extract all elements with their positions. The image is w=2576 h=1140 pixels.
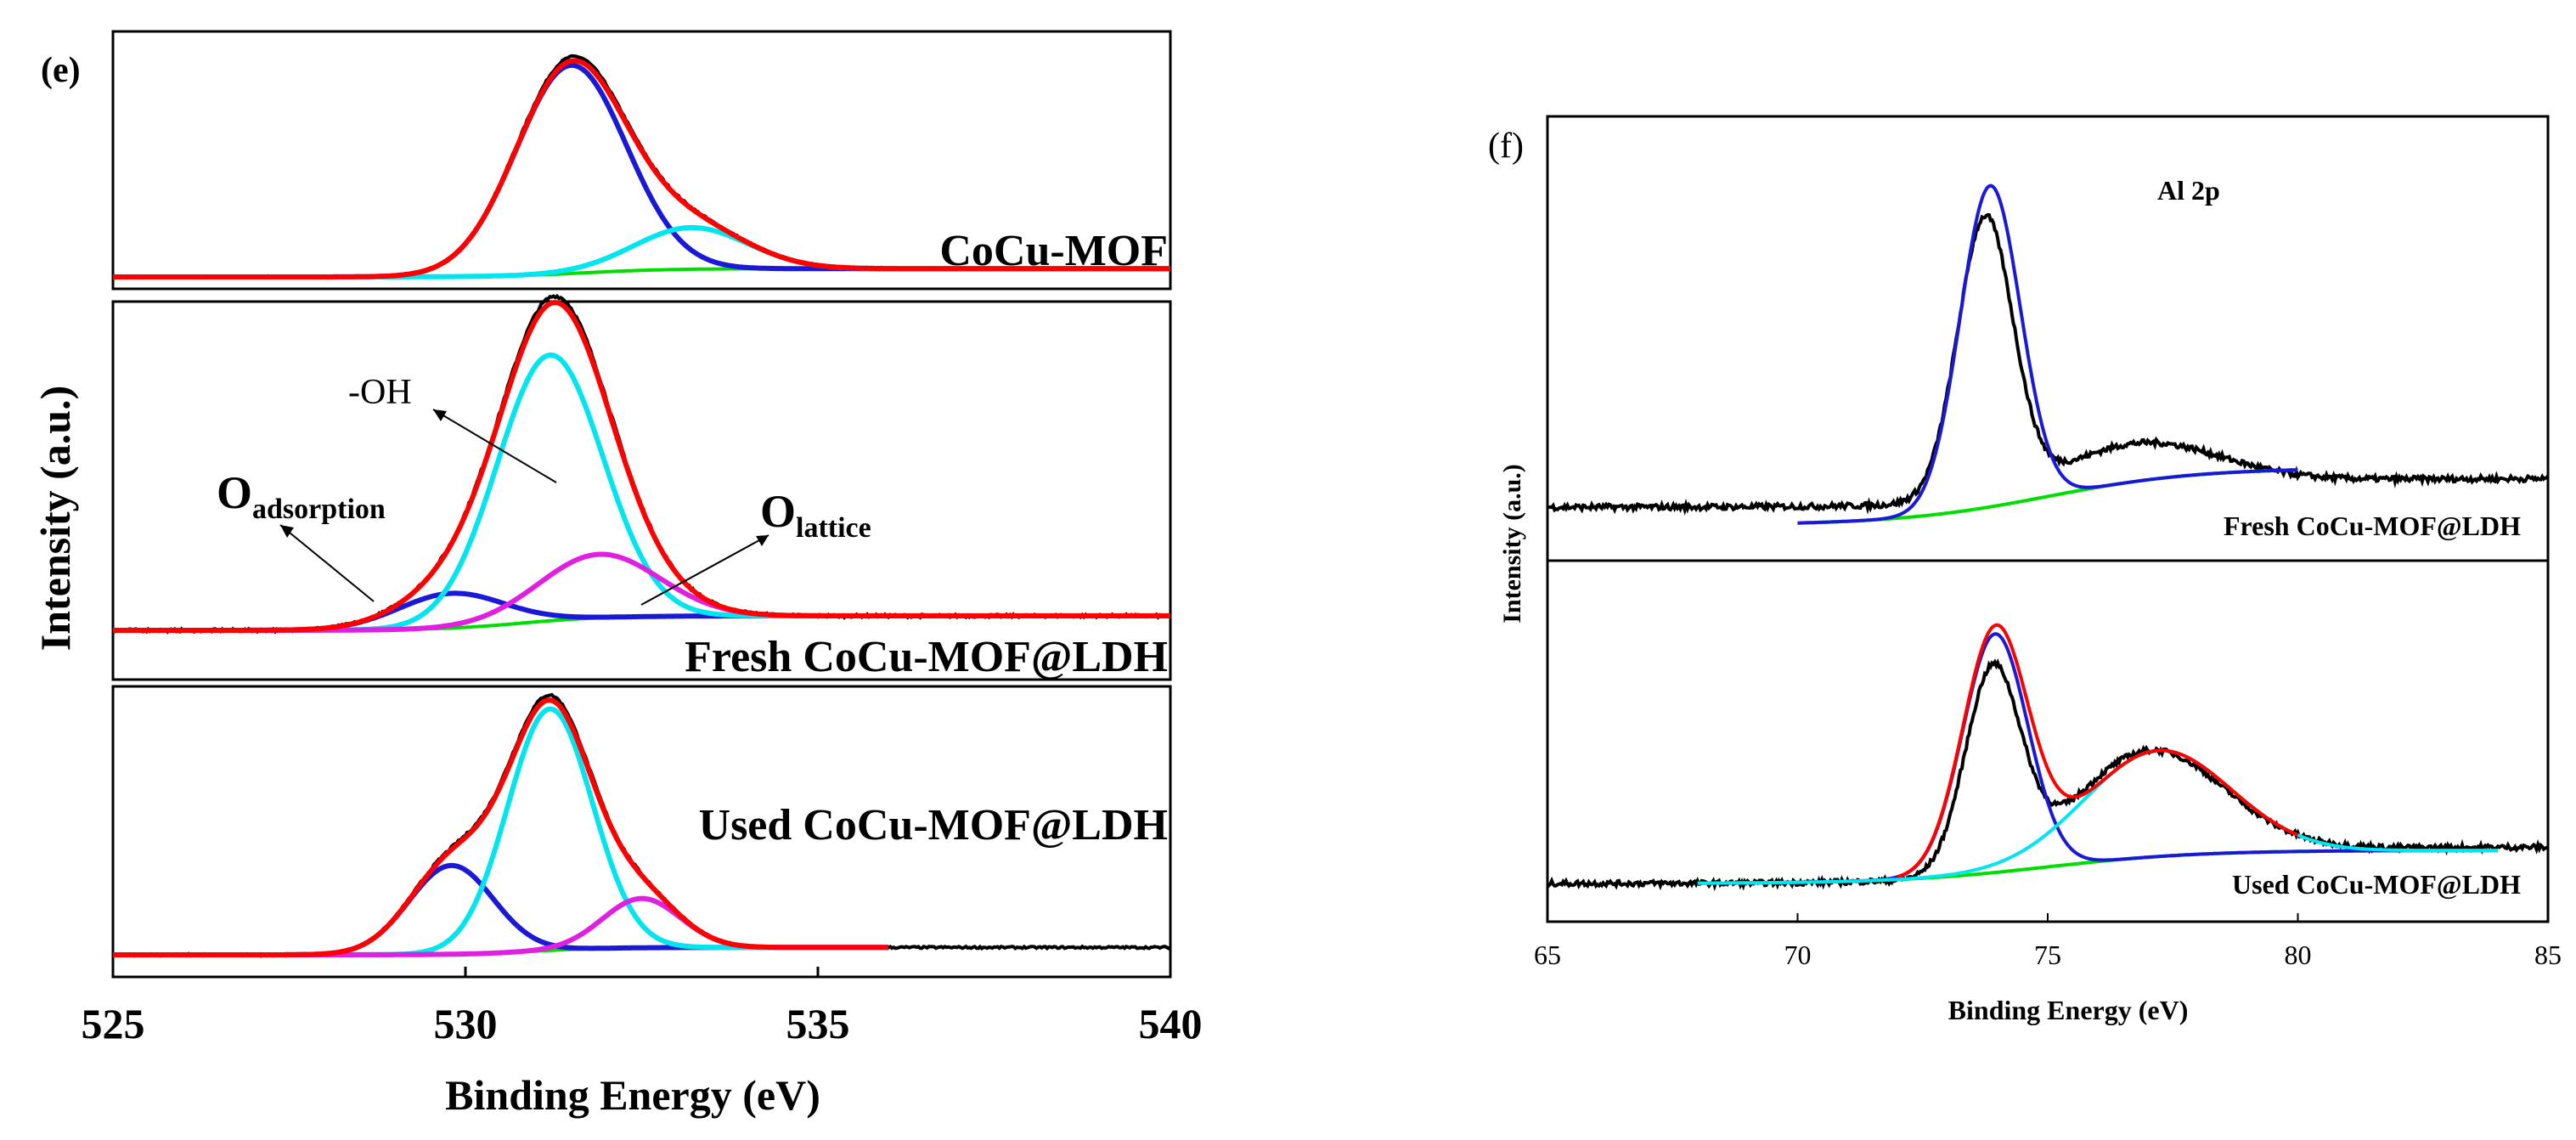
o-lattice-main: O — [760, 486, 796, 537]
e-tick-label-0: 525 — [82, 1000, 145, 1047]
panel-f-annotation-al2p: Al 2p — [2157, 175, 2220, 206]
annotation-o-adsorption-arrowhead — [280, 525, 294, 538]
panel-e-xlabel: Binding Energy (eV) — [445, 1071, 820, 1119]
panel-e-ylabel: Intensity (a.u.) — [31, 386, 79, 652]
o-lattice-sub: lattice — [796, 512, 871, 544]
f-measured-0 — [1547, 212, 2550, 516]
panel-f-label-used: Used CoCu-MOF@LDH — [2232, 869, 2521, 900]
o-adsorption-sub: adsorption — [252, 494, 386, 525]
annotation-o-lattice-arrowhead — [756, 535, 769, 546]
e-frame-1 — [111, 300, 1172, 681]
annotation-o-adsorption-arrow — [279, 524, 375, 602]
panel-e-subplot-fresh — [111, 293, 1172, 681]
e-tick-label-2: 535 — [786, 1000, 850, 1047]
e-peak-1-0 — [113, 590, 1170, 633]
e-envelope-0 — [113, 58, 1170, 279]
o-adsorption-main: O — [217, 467, 252, 518]
panel-e-label-used: Used CoCu-MOF@LDH — [699, 801, 1168, 849]
e-tick-label-3: 540 — [1139, 1000, 1203, 1047]
panel-e-label-cocu-mof: CoCu-MOF — [939, 227, 1168, 275]
annotation-oh: -OH — [348, 373, 557, 483]
e-tick-label-1: 530 — [434, 1000, 498, 1047]
f-peak-0-0 — [1797, 183, 2298, 525]
annotation-o-lattice-arrow — [640, 534, 769, 606]
f-tick-label-0: 65 — [1534, 940, 1561, 970]
annotation-oh-text: -OH — [348, 373, 412, 412]
panel-f-subplot-fresh — [1546, 115, 2550, 562]
e-frame-0 — [111, 30, 1172, 291]
panel-f-label: (f) — [1488, 127, 1524, 166]
panel-f-subplot-used — [1546, 559, 2550, 923]
annotation-o-adsorption: Oadsorption — [217, 467, 386, 602]
f-envelope-1 — [1897, 623, 2299, 878]
e-frame-2 — [111, 685, 1172, 979]
panel-f-ylabel: Intensity (a.u.) — [1498, 464, 1526, 624]
annotation-o-lattice-text: Olattice — [760, 486, 871, 544]
f-tick-label-1: 70 — [1784, 940, 1812, 970]
panel-e-label-fresh: Fresh CoCu-MOF@LDH — [685, 633, 1168, 681]
panel-f: (f) Intensity (a.u.) Binding Energy (eV)… — [1488, 115, 2562, 1025]
f-tick-label-4: 85 — [2534, 940, 2562, 970]
panel-e-subplot-used — [111, 685, 1172, 979]
panel-f-xlabel: Binding Energy (eV) — [1948, 995, 2189, 1025]
panel-e-xticks: 525 530 535 540 — [82, 967, 1203, 1047]
panel-e-label: (e) — [41, 51, 81, 90]
f-frame-0 — [1546, 115, 2550, 562]
f-tick-label-3: 80 — [2285, 940, 2312, 970]
e-measured-1 — [112, 293, 1171, 635]
e-envelope-2 — [113, 697, 888, 957]
e-envelope-1 — [113, 300, 1170, 633]
panel-f-label-fresh: Fresh CoCu-MOF@LDH — [2224, 511, 2521, 541]
f-tick-label-2: 75 — [2034, 940, 2061, 970]
panel-f-xticks: 65 70 75 80 85 — [1534, 913, 2562, 970]
panel-e-subplot-cocu-mof — [111, 30, 1172, 291]
annotation-oh-arrow — [432, 409, 557, 483]
annotation-oh-arrowhead — [433, 409, 447, 421]
annotation-o-lattice: Olattice — [640, 486, 871, 606]
annotation-o-adsorption-text: Oadsorption — [217, 467, 386, 525]
panel-e: (e) Intensity (a.u.) Binding Energy (eV)… — [31, 30, 1203, 1119]
e-peak-2-0 — [113, 862, 888, 957]
e-peak-1-1 — [113, 353, 1170, 633]
